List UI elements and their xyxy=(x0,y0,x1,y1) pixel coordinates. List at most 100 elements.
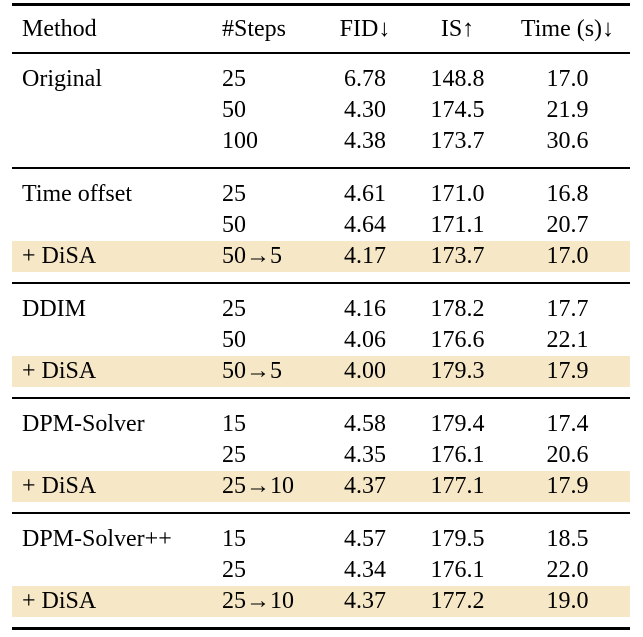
method-cell: + DiSA xyxy=(22,358,97,384)
time-cell: 22.0 xyxy=(546,557,589,583)
table-group: DPM-Solver 15 4.58 179.4 17.4 25 4.35 176.1 20.6… xyxy=(12,399,630,512)
disa-row: + DiSA 50→5 4.00 179.3 17.9 xyxy=(12,356,630,387)
steps-cell: 25 xyxy=(222,66,246,92)
col-header-time: Time (s)↓ xyxy=(520,15,615,42)
method-cell: Original xyxy=(22,66,102,92)
table-row: 100 4.38 173.7 30.6 xyxy=(12,126,630,157)
steps-cell: 15 xyxy=(222,411,246,437)
disa-row: + DiSA 25→10 4.37 177.2 19.0 xyxy=(12,586,630,617)
is-cell: 176.1 xyxy=(430,442,485,468)
header-rule xyxy=(12,52,630,54)
time-cell: 17.9 xyxy=(546,473,589,499)
fid-cell: 4.17 xyxy=(344,243,386,269)
table-row: DDIM 25 4.16 178.2 17.7 xyxy=(12,294,630,325)
method-cell xyxy=(12,325,222,356)
steps-cell: 100 xyxy=(222,128,258,154)
table-group: Original 25 6.78 148.8 17.0 50 4.30 174.5 21.9 10… xyxy=(12,54,630,167)
is-cell: 179.4 xyxy=(430,411,485,437)
steps-cell: 25 xyxy=(222,557,246,583)
fid-cell: 4.64 xyxy=(344,212,386,238)
steps-cell: 50 xyxy=(222,212,246,238)
is-cell: 176.6 xyxy=(430,327,485,353)
table-row: 50 4.64 171.1 20.7 xyxy=(12,210,630,241)
method-cell: DPM-Solver xyxy=(22,411,145,437)
time-cell: 17.9 xyxy=(546,358,589,384)
time-cell: 17.7 xyxy=(546,296,589,322)
method-cell xyxy=(12,555,222,586)
steps-cell: 50 xyxy=(222,327,246,353)
method-cell xyxy=(12,210,222,241)
steps-cell: 25 xyxy=(222,181,246,207)
table-row: Original 25 6.78 148.8 17.0 xyxy=(12,64,630,95)
steps-cell: 15 xyxy=(222,526,246,552)
method-cell: + DiSA xyxy=(22,473,97,499)
section-divider xyxy=(12,397,630,399)
is-cell: 179.5 xyxy=(430,526,485,552)
table-row: Time offset 25 4.61 171.0 16.8 xyxy=(12,179,630,210)
fid-cell: 4.57 xyxy=(344,526,386,552)
col-header-method: Method xyxy=(22,15,97,42)
table-body: Original 25 6.78 148.8 17.0 50 4.30 174.5 21.9 10… xyxy=(12,54,630,627)
steps-cell: 50 xyxy=(222,97,246,123)
method-cell: DDIM xyxy=(22,296,86,322)
time-cell: 17.0 xyxy=(546,66,589,92)
table-row: 50 4.06 176.6 22.1 xyxy=(12,325,630,356)
table-row: 25 4.35 176.1 20.6 xyxy=(12,440,630,471)
method-cell: DPM-Solver++ xyxy=(22,526,172,552)
is-cell: 174.5 xyxy=(430,97,485,123)
is-cell: 176.1 xyxy=(430,557,485,583)
is-cell: 179.3 xyxy=(430,358,485,384)
fid-cell: 4.00 xyxy=(344,358,386,384)
is-cell: 173.7 xyxy=(430,128,485,154)
fid-cell: 4.61 xyxy=(344,181,386,207)
col-header-fid: FID↓ xyxy=(339,15,391,42)
time-cell: 20.6 xyxy=(546,442,589,468)
method-cell: Time offset xyxy=(22,181,133,207)
steps-cell: 25→10 xyxy=(222,588,294,614)
table-row: 50 4.30 174.5 21.9 xyxy=(12,95,630,126)
disa-row: + DiSA 25→10 4.37 177.1 17.9 xyxy=(12,471,630,502)
steps-cell: 25 xyxy=(222,296,246,322)
steps-cell: 25→10 xyxy=(222,473,294,499)
steps-cell: 25 xyxy=(222,442,246,468)
method-cell: + DiSA xyxy=(22,243,97,269)
is-cell: 171.0 xyxy=(430,181,485,207)
fid-cell: 4.30 xyxy=(344,97,386,123)
time-cell: 30.6 xyxy=(546,128,589,154)
is-cell: 148.8 xyxy=(430,66,485,92)
table-row: DPM-Solver++ 15 4.57 179.5 18.5 xyxy=(12,524,630,555)
table-group: DPM-Solver++ 15 4.57 179.5 18.5 25 4.34 176.1 22… xyxy=(12,514,630,627)
is-cell: 173.7 xyxy=(430,243,485,269)
fid-cell: 4.37 xyxy=(344,473,386,499)
fid-cell: 4.16 xyxy=(344,296,386,322)
fid-cell: 4.06 xyxy=(344,327,386,353)
time-cell: 16.8 xyxy=(546,181,589,207)
is-cell: 178.2 xyxy=(430,296,485,322)
section-divider xyxy=(12,512,630,514)
table-row: DPM-Solver 15 4.58 179.4 17.4 xyxy=(12,409,630,440)
is-cell: 177.2 xyxy=(430,588,485,614)
section-divider xyxy=(12,282,630,284)
fid-cell: 4.34 xyxy=(344,557,386,583)
time-cell: 21.9 xyxy=(546,97,589,123)
time-cell: 17.4 xyxy=(546,411,589,437)
table-group: Time offset 25 4.61 171.0 16.8 50 4.64 171.1 20.… xyxy=(12,169,630,282)
time-cell: 17.0 xyxy=(546,243,589,269)
time-cell: 18.5 xyxy=(546,526,589,552)
fid-cell: 4.38 xyxy=(344,128,386,154)
is-cell: 171.1 xyxy=(430,212,485,238)
fid-cell: 6.78 xyxy=(344,66,386,92)
time-cell: 22.1 xyxy=(546,327,589,353)
table-header-row: Method #Steps FID↓ IS↑ Time (s)↓ xyxy=(12,6,630,52)
bottom-margin xyxy=(12,630,630,637)
col-header-is: IS↑ xyxy=(440,15,475,42)
table-row: 25 4.34 176.1 22.0 xyxy=(12,555,630,586)
is-cell: 177.1 xyxy=(430,473,485,499)
steps-cell: 50→5 xyxy=(222,358,282,384)
top-rule xyxy=(12,3,630,6)
section-divider xyxy=(12,167,630,169)
method-cell: + DiSA xyxy=(22,588,97,614)
method-cell xyxy=(12,440,222,471)
col-header-steps: #Steps xyxy=(222,15,287,42)
